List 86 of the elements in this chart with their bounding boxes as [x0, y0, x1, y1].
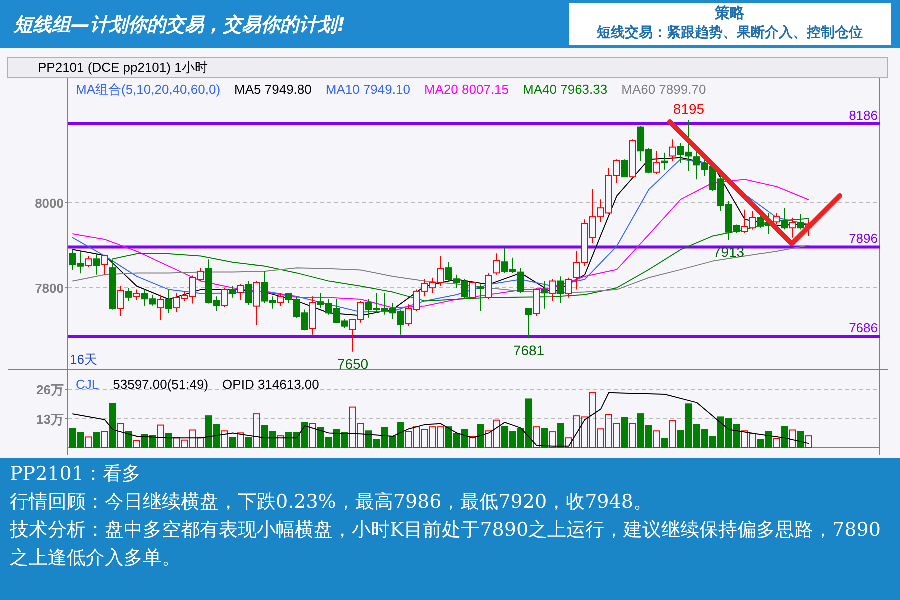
bar — [558, 423, 564, 448]
bar — [774, 438, 780, 448]
ref-line-label: 8186 — [849, 108, 878, 123]
candlestick — [622, 159, 628, 178]
candlestick — [790, 217, 796, 238]
annotation: OPID 314613.00 — [222, 377, 320, 392]
bar — [630, 423, 636, 448]
ref-line-label: 7896 — [849, 231, 878, 246]
candlestick — [238, 284, 244, 301]
bar — [806, 436, 812, 448]
y-tick-label: 26万 — [36, 382, 64, 398]
bar — [118, 423, 124, 448]
bar — [230, 437, 236, 448]
bar — [94, 432, 100, 448]
y-tick-label: 7800 — [35, 281, 64, 296]
candlestick — [470, 280, 476, 300]
text: 策略 — [714, 3, 746, 23]
bar — [542, 428, 548, 448]
candlestick — [126, 288, 132, 302]
candlestick — [134, 289, 140, 301]
text: 行情回顾：今日继续横盘，下跌0.23%，最高7986，最低7920，收7948。 — [10, 490, 654, 515]
candlestick — [102, 254, 108, 276]
bar — [654, 430, 660, 448]
candlestick — [486, 272, 492, 300]
bar — [126, 431, 132, 448]
text: 短线组—计划你的交易，交易你的计划! — [14, 13, 346, 38]
candlestick — [670, 139, 676, 162]
text: MA40 7963.33 — [523, 82, 608, 97]
bar — [534, 426, 540, 448]
text: MA5 7949.80 — [234, 82, 312, 97]
bar — [222, 430, 228, 448]
bar — [782, 426, 788, 448]
candlestick — [158, 294, 164, 321]
legend-title: MA组合(5,10,20,40,60,0) — [76, 82, 221, 97]
bar — [470, 436, 476, 448]
text: MA60 7899.70 — [622, 82, 706, 97]
bar — [86, 436, 92, 448]
candlestick — [118, 286, 124, 318]
candlestick — [246, 280, 252, 306]
bar — [134, 440, 140, 448]
bar — [550, 432, 556, 448]
candlestick — [550, 279, 556, 302]
annotation: 8195 — [673, 101, 705, 118]
candlestick — [254, 280, 260, 326]
bar — [254, 414, 260, 448]
candlestick — [278, 292, 284, 307]
text: CJL — [76, 377, 100, 392]
annotation: 16天 — [70, 352, 98, 367]
text: 技术分析：盘中多空都有表现小幅横盘，小时K目前处于7890之上运行，建议继续保持偏多思路，7890之上逢低介入多单。 — [10, 518, 882, 571]
annotation: 7650 — [337, 356, 369, 372]
candlestick — [662, 152, 668, 170]
annotation: 53597.00(51:49) — [113, 377, 209, 392]
bar — [670, 420, 676, 448]
candlestick — [774, 212, 780, 226]
ref-line-label: 7686 — [849, 320, 878, 336]
candlestick — [166, 289, 172, 314]
bar — [478, 424, 484, 448]
candlestick — [86, 256, 92, 268]
bar — [158, 424, 164, 448]
annotation: 7681 — [513, 342, 545, 359]
candlestick — [526, 308, 532, 340]
text: 短线交易：紧跟趋势、果断介入、控制仓位 — [596, 24, 864, 43]
candlestick — [654, 150, 660, 176]
candlestick — [94, 253, 100, 276]
bar — [278, 436, 284, 448]
annotation: 7913 — [713, 244, 745, 260]
bar — [110, 403, 116, 448]
bar — [102, 431, 108, 448]
y-tick-label: 13万 — [36, 412, 64, 427]
bar — [662, 438, 668, 448]
bar — [798, 431, 804, 448]
text: PP2101：看多 — [10, 462, 142, 487]
chart-title: PP2101 (DCE pp2101) 1小时 — [38, 60, 208, 75]
bar — [790, 430, 796, 448]
bar — [622, 417, 628, 448]
candlestick — [230, 286, 236, 298]
text: MA10 7949.10 — [326, 82, 410, 97]
text: MA20 8007.15 — [424, 82, 510, 97]
bar — [310, 423, 316, 448]
candlestick — [566, 277, 572, 298]
candlestick — [494, 253, 500, 276]
bar — [238, 432, 244, 448]
y-tick-label: 8000 — [35, 196, 64, 212]
candlestick — [222, 288, 228, 308]
bar — [246, 437, 252, 448]
line-series — [72, 392, 810, 447]
